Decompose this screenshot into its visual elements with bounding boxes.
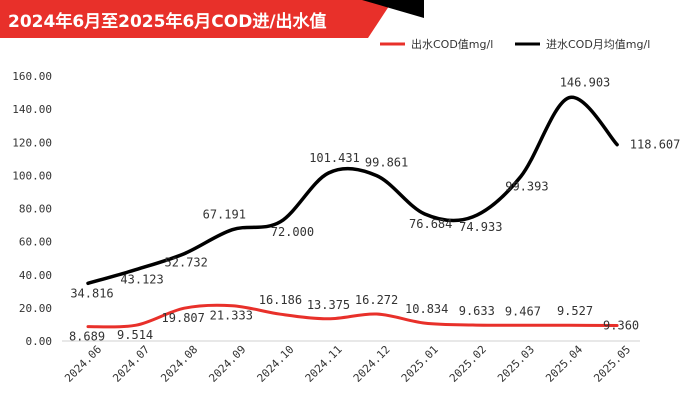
data-labels: 8.689 9.514 19.807 21.333 16.186 13.375 16.272… <box>69 76 680 344</box>
outflow-data-label: 9.514 <box>117 328 153 342</box>
inflow-data-label: 43.123 <box>120 273 163 287</box>
outflow-data-label: 8.689 <box>69 330 105 344</box>
series-layer <box>86 95 619 329</box>
x-tick-label: 2025.05 <box>591 343 633 385</box>
y-tick-label: 80.00 <box>19 203 52 216</box>
inflow-data-label: 74.933 <box>459 220 502 234</box>
y-tick-label: 160.00 <box>12 70 52 83</box>
x-tick-label: 2025.03 <box>495 343 537 385</box>
x-tick-label: 2024.06 <box>62 343 104 385</box>
x-tick-label: 2025.01 <box>399 343 441 385</box>
inflow-series-line <box>86 95 619 286</box>
inflow-data-label: 67.191 <box>203 208 246 222</box>
outflow-data-label: 9.527 <box>557 304 593 318</box>
outflow-data-label: 9.467 <box>505 304 541 318</box>
inflow-data-label: 52.732 <box>165 256 208 270</box>
legend: 出水COD值mg/l 进水COD月均值mg/l <box>380 37 650 51</box>
outflow-data-label: 16.272 <box>355 293 398 307</box>
y-tick-label: 0.00 <box>26 335 53 348</box>
x-axis: 2024.06 2024.07 2024.08 2024.09 2024.10 2024.… <box>62 340 640 385</box>
x-tick-label: 2024.09 <box>206 343 248 385</box>
x-tick-label: 2024.11 <box>303 343 345 385</box>
outflow-data-label: 9.360 <box>603 318 639 332</box>
y-tick-label: 120.00 <box>12 136 52 149</box>
y-tick-label: 100.00 <box>12 169 52 182</box>
outflow-data-label: 16.186 <box>259 293 302 307</box>
inflow-data-label: 146.903 <box>560 76 611 90</box>
inflow-data-label: 76.684 <box>409 217 452 231</box>
title-banner-accent <box>362 0 424 18</box>
inflow-data-label: 72.000 <box>271 225 314 239</box>
title-banner-bg <box>0 0 393 38</box>
inflow-data-label: 118.607 <box>630 138 681 152</box>
inflow-data-label: 99.393 <box>505 179 548 193</box>
outflow-data-label: 9.633 <box>459 304 495 318</box>
x-tick-label: 2024.08 <box>158 343 200 385</box>
outflow-data-label: 21.333 <box>210 309 253 323</box>
x-tick-label: 2024.07 <box>110 343 152 385</box>
y-axis: 0.00 20.00 40.00 60.00 80.00 100.00 120.00 140.… <box>12 70 52 348</box>
x-tick-label: 2025.04 <box>543 343 585 385</box>
outflow-data-label: 19.807 <box>162 311 205 325</box>
y-tick-label: 140.00 <box>12 103 52 116</box>
outflow-data-label: 13.375 <box>307 298 350 312</box>
outflow-data-label: 10.834 <box>405 302 448 316</box>
inflow-data-label: 34.816 <box>70 286 113 300</box>
x-tick-label: 2025.02 <box>447 343 489 385</box>
outflow-series-line <box>86 303 619 329</box>
x-tick-label: 2024.10 <box>255 343 297 385</box>
inflow-data-label: 99.861 <box>365 156 408 170</box>
y-tick-label: 40.00 <box>19 269 52 282</box>
y-tick-label: 20.00 <box>19 302 52 315</box>
title-banner: 2024年6月至2025年6月COD进/出水值 <box>0 0 424 38</box>
chart-title: 2024年6月至2025年6月COD进/出水值 <box>8 11 327 32</box>
outflow-legend-label: 出水COD值mg/l <box>411 37 493 51</box>
inflow-legend-label: 进水COD月均值mg/l <box>546 38 650 51</box>
x-tick-label: 2024.12 <box>351 343 393 385</box>
inflow-data-label: 101.431 <box>309 151 360 165</box>
y-tick-label: 60.00 <box>19 236 52 249</box>
